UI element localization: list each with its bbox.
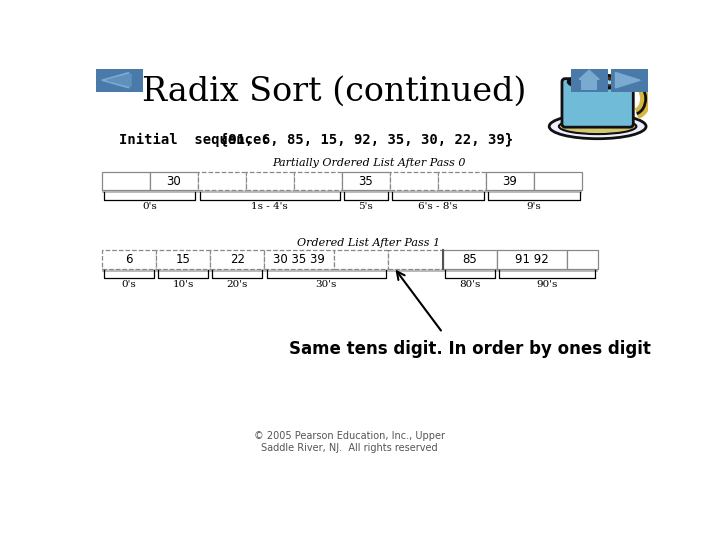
Text: 9's: 9's — [527, 202, 541, 211]
Bar — [98, 70, 140, 90]
Text: 30's: 30's — [315, 280, 337, 289]
Polygon shape — [579, 70, 599, 79]
Text: Partially Ordered List After Pass 0: Partially Ordered List After Pass 0 — [272, 158, 466, 167]
Text: 30 35 39: 30 35 39 — [274, 253, 325, 266]
Bar — [388, 251, 443, 269]
Text: 0's: 0's — [143, 202, 157, 211]
Bar — [497, 251, 567, 269]
Bar — [611, 69, 648, 92]
Text: © 2005 Pearson Education, Inc., Upper
Saddle River, NJ.  All rights reserved: © 2005 Pearson Education, Inc., Upper Sa… — [254, 431, 445, 453]
Text: Ordered List After Pass 1: Ordered List After Pass 1 — [297, 239, 441, 248]
Text: 0's: 0's — [122, 280, 136, 289]
Text: Radix Sort (continued): Radix Sort (continued) — [142, 76, 526, 108]
Text: 91 92: 91 92 — [515, 253, 549, 266]
Bar — [102, 251, 156, 269]
Text: 5's: 5's — [359, 202, 373, 211]
Bar — [567, 251, 598, 269]
Ellipse shape — [549, 114, 646, 139]
Bar — [486, 172, 534, 190]
Text: 30: 30 — [166, 174, 181, 187]
Text: 39: 39 — [503, 174, 518, 187]
Bar — [198, 172, 246, 190]
FancyBboxPatch shape — [562, 79, 634, 127]
Text: Initial  sequence:: Initial sequence: — [120, 132, 270, 146]
Text: 6: 6 — [125, 253, 132, 266]
Polygon shape — [616, 72, 640, 88]
Text: 85: 85 — [462, 253, 477, 266]
Bar — [156, 251, 210, 269]
Bar — [438, 172, 486, 190]
Text: 80's: 80's — [459, 280, 480, 289]
Bar — [443, 251, 497, 269]
Ellipse shape — [570, 76, 626, 88]
Polygon shape — [106, 72, 132, 88]
Text: 20's: 20's — [227, 280, 248, 289]
Bar — [96, 69, 143, 92]
Bar — [264, 251, 334, 269]
Bar — [570, 69, 608, 92]
Bar — [150, 172, 198, 190]
Text: 35: 35 — [359, 174, 373, 187]
Bar — [246, 172, 294, 190]
Polygon shape — [107, 74, 131, 86]
Polygon shape — [102, 72, 129, 88]
Bar — [342, 172, 390, 190]
Bar — [334, 251, 388, 269]
Text: 90's: 90's — [536, 280, 558, 289]
Text: 10's: 10's — [172, 280, 194, 289]
Bar — [294, 172, 342, 190]
Bar — [102, 189, 582, 193]
Text: 15: 15 — [176, 253, 190, 266]
Bar — [102, 172, 150, 190]
Text: 1s - 4's: 1s - 4's — [251, 202, 288, 211]
Text: 6's - 8's: 6's - 8's — [418, 202, 458, 211]
Bar — [390, 172, 438, 190]
Text: Same tens digit. In order by ones digit: Same tens digit. In order by ones digit — [289, 340, 651, 357]
Ellipse shape — [559, 119, 636, 134]
Bar — [581, 79, 597, 90]
Bar — [102, 267, 598, 272]
Text: {91, 6, 85, 15, 92, 35, 30, 22, 39}: {91, 6, 85, 15, 92, 35, 30, 22, 39} — [220, 132, 513, 146]
Bar — [534, 172, 582, 190]
Text: 22: 22 — [230, 253, 245, 266]
Bar — [210, 251, 264, 269]
